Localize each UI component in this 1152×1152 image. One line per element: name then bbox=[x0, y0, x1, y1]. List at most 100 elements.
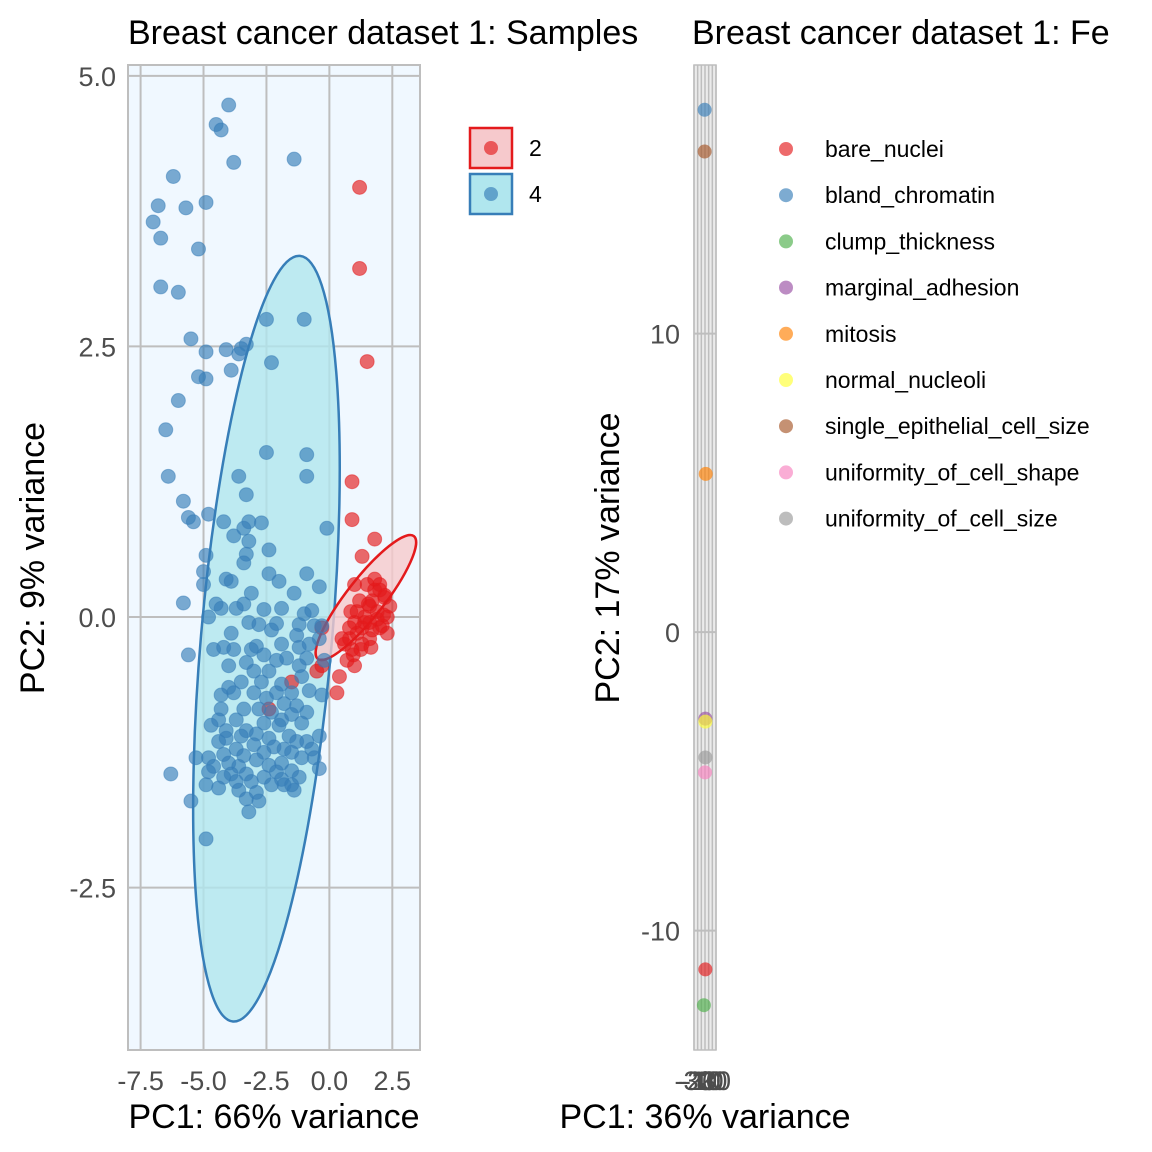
point-group-4 bbox=[185, 514, 201, 530]
point-group-4 bbox=[241, 804, 257, 820]
point-group-4 bbox=[263, 704, 279, 720]
point-group-4 bbox=[274, 636, 290, 652]
point-group-4 bbox=[271, 717, 287, 733]
point-group-4 bbox=[231, 468, 247, 484]
samples-y-axis-title: PC2: 9% variance bbox=[14, 422, 52, 694]
point-group-4 bbox=[198, 777, 214, 793]
point-group-4 bbox=[299, 447, 315, 463]
point-group-4 bbox=[294, 750, 310, 766]
samples-y-tick-label: -2.5 bbox=[69, 874, 116, 904]
point-group-4 bbox=[261, 566, 277, 582]
point-group-4 bbox=[226, 154, 242, 170]
feature-point-bare-nuclei bbox=[698, 962, 713, 977]
point-group-4 bbox=[236, 701, 252, 717]
point-group-4 bbox=[226, 528, 242, 544]
point-group-4 bbox=[228, 712, 244, 728]
features-panel: -30-20-100102030-10010bare_nucleibland_c… bbox=[641, 64, 1090, 1096]
legend-dot-marginal-adhesion bbox=[779, 280, 793, 295]
point-group-4 bbox=[256, 601, 272, 617]
samples-y-tick-label: 0.0 bbox=[78, 603, 116, 633]
point-group-4 bbox=[261, 663, 277, 679]
feature-point-uniformity-of-cell-size bbox=[698, 750, 713, 765]
legend-label-normal-nucleoli: normal_nucleoli bbox=[825, 367, 986, 393]
point-group-4 bbox=[196, 577, 212, 593]
legend-dot-group-2 bbox=[484, 141, 498, 155]
legend-label-clump-thickness: clump_thickness bbox=[825, 228, 995, 254]
feature-point-single-epithelial-cell-size bbox=[697, 144, 712, 159]
features-x-axis-title: PC1: 36% variance bbox=[559, 1098, 850, 1136]
point-group-4 bbox=[246, 663, 262, 679]
features-chart-title: Breast cancer dataset 1: Fe bbox=[692, 14, 1110, 52]
legend-label-bland-chromatin: bland_chromatin bbox=[825, 182, 995, 208]
point-group-4 bbox=[258, 445, 274, 461]
features-x-tick-label: 20 bbox=[697, 1066, 727, 1096]
legend-label-mitosis: mitosis bbox=[825, 321, 897, 347]
point-group-4 bbox=[238, 791, 254, 807]
point-group-4 bbox=[231, 346, 247, 362]
point-group-4 bbox=[203, 717, 219, 733]
point-group-4 bbox=[263, 355, 279, 371]
point-group-4 bbox=[216, 514, 232, 530]
legend-dot-bare-nuclei bbox=[779, 142, 793, 156]
point-group-4 bbox=[296, 311, 312, 327]
point-group-4 bbox=[251, 617, 267, 633]
point-group-4 bbox=[218, 342, 234, 358]
samples-x-axis-title: PC1: 66% variance bbox=[128, 1098, 419, 1136]
point-group-4 bbox=[258, 311, 274, 327]
point-group-4 bbox=[311, 728, 327, 744]
point-group-4 bbox=[261, 542, 277, 558]
point-group-4 bbox=[253, 515, 269, 531]
legend-dot-uniformity-of-cell-shape bbox=[779, 465, 793, 480]
point-group-4 bbox=[258, 690, 274, 706]
point-group-4 bbox=[213, 122, 229, 138]
point-group-4 bbox=[170, 393, 186, 409]
point-group-4 bbox=[221, 97, 237, 113]
point-group-4 bbox=[294, 669, 310, 685]
point-group-2 bbox=[367, 571, 383, 587]
legend-label-uniformity-of-cell-shape: uniformity_of_cell_shape bbox=[825, 459, 1079, 485]
feature-point-clump-thickness bbox=[696, 998, 711, 1013]
point-group-4 bbox=[221, 658, 237, 674]
point-group-4 bbox=[263, 622, 279, 638]
point-group-2 bbox=[343, 604, 359, 620]
legend-label-group-2: 2 bbox=[529, 135, 542, 161]
legend-dot-single-epithelial-cell-size bbox=[779, 419, 793, 434]
point-group-2 bbox=[352, 260, 368, 276]
point-group-4 bbox=[158, 422, 174, 438]
point-group-4 bbox=[223, 362, 239, 378]
point-group-4 bbox=[301, 683, 317, 699]
point-group-4 bbox=[206, 642, 222, 658]
feature-point-normal-nucleoli bbox=[698, 714, 713, 729]
point-group-4 bbox=[180, 647, 196, 663]
point-group-4 bbox=[163, 766, 179, 782]
point-group-4 bbox=[251, 793, 267, 809]
point-group-4 bbox=[211, 734, 227, 750]
features-y-tick-label: 0 bbox=[665, 618, 680, 648]
features-x-tick-label: -30 bbox=[674, 1066, 713, 1096]
point-group-4 bbox=[175, 595, 191, 611]
point-group-4 bbox=[165, 168, 181, 184]
point-group-2 bbox=[309, 663, 325, 679]
point-group-4 bbox=[246, 685, 262, 701]
legend-label-single-epithelial-cell-size: single_epithelial_cell_size bbox=[825, 413, 1090, 439]
point-group-4 bbox=[256, 647, 272, 663]
point-group-4 bbox=[150, 198, 166, 214]
legend-label-marginal-adhesion: marginal_adhesion bbox=[825, 275, 1019, 301]
point-group-4 bbox=[198, 194, 214, 210]
point-group-4 bbox=[236, 555, 252, 571]
point-group-4 bbox=[294, 715, 310, 731]
point-group-4 bbox=[271, 573, 287, 589]
point-group-4 bbox=[269, 652, 285, 668]
point-group-4 bbox=[201, 609, 217, 625]
legend-label-group-4: 4 bbox=[529, 181, 542, 207]
legend-dot-group-4 bbox=[484, 187, 498, 201]
point-group-4 bbox=[145, 214, 161, 230]
point-group-4 bbox=[153, 230, 169, 246]
point-group-2 bbox=[329, 685, 345, 701]
point-group-4 bbox=[178, 200, 194, 216]
point-group-4 bbox=[246, 737, 262, 753]
point-group-4 bbox=[286, 782, 302, 798]
features-x-tick-label: 10 bbox=[694, 1066, 724, 1096]
point-group-2 bbox=[367, 531, 383, 547]
point-group-4 bbox=[304, 603, 320, 619]
